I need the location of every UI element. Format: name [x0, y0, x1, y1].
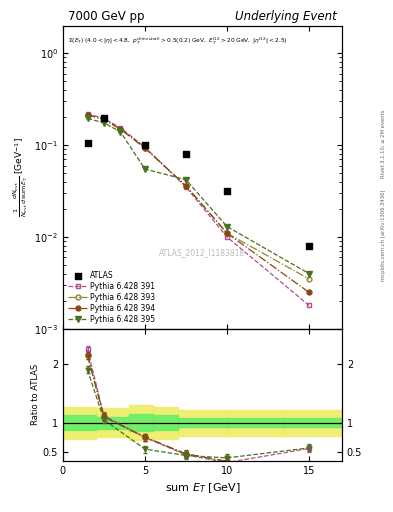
Pythia 6.428 395	[101, 120, 106, 126]
ATLAS	[224, 186, 230, 195]
Pythia 6.428 391	[143, 144, 147, 150]
Text: mcplots.cern.ch [arXiv:1306.3436]: mcplots.cern.ch [arXiv:1306.3436]	[381, 190, 386, 281]
Pythia 6.428 395	[307, 270, 311, 276]
Pythia 6.428 395	[143, 166, 147, 172]
Text: ATLAS_2012_I1183818: ATLAS_2012_I1183818	[159, 249, 246, 258]
Pythia 6.428 391	[101, 115, 106, 121]
Pythia 6.428 394	[101, 116, 106, 122]
Pythia 6.428 394	[85, 112, 90, 118]
Text: Underlying Event: Underlying Event	[235, 10, 336, 23]
Pythia 6.428 393	[307, 276, 311, 282]
Pythia 6.428 394	[225, 230, 230, 237]
Pythia 6.428 395	[225, 224, 230, 230]
Pythia 6.428 393	[184, 183, 188, 189]
Text: $\Sigma(E_T)\ (4.0<|\eta|<4.8,\ p_T^{ch(neutral)}>0.5(0.2)\ {\rm GeV},\ E_T^{l12: $\Sigma(E_T)\ (4.0<|\eta|<4.8,\ p_T^{ch(…	[68, 35, 288, 46]
Pythia 6.428 393	[143, 145, 147, 151]
Line: Pythia 6.428 395: Pythia 6.428 395	[85, 116, 312, 276]
Pythia 6.428 395	[118, 129, 123, 135]
ATLAS	[142, 141, 148, 149]
Text: Rivet 3.1.10, ≥ 2M events: Rivet 3.1.10, ≥ 2M events	[381, 109, 386, 178]
X-axis label: sum $E_T$ [GeV]: sum $E_T$ [GeV]	[165, 481, 240, 495]
Pythia 6.428 391	[184, 184, 188, 190]
Pythia 6.428 391	[118, 124, 123, 131]
Line: Pythia 6.428 394: Pythia 6.428 394	[85, 112, 312, 295]
Pythia 6.428 393	[225, 230, 230, 237]
Pythia 6.428 393	[85, 112, 90, 118]
Pythia 6.428 394	[118, 126, 123, 132]
Pythia 6.428 393	[118, 126, 123, 132]
Pythia 6.428 395	[85, 115, 90, 121]
Text: 7000 GeV pp: 7000 GeV pp	[68, 10, 145, 23]
Pythia 6.428 394	[184, 183, 188, 189]
Pythia 6.428 393	[101, 116, 106, 122]
Pythia 6.428 394	[143, 145, 147, 151]
Line: Pythia 6.428 391: Pythia 6.428 391	[85, 111, 312, 308]
Y-axis label: $\frac{1}{N_{\rm evt}}\frac{dN_{\rm evt}}{d\,{\rm sum}\,E_T}$ [GeV$^{-1}$]: $\frac{1}{N_{\rm evt}}\frac{dN_{\rm evt}…	[11, 137, 30, 217]
Pythia 6.428 395	[184, 177, 188, 183]
ATLAS	[84, 139, 91, 147]
Y-axis label: Ratio to ATLAS: Ratio to ATLAS	[31, 364, 40, 425]
ATLAS	[101, 114, 107, 122]
Pythia 6.428 391	[85, 111, 90, 117]
Pythia 6.428 391	[307, 303, 311, 309]
Line: Pythia 6.428 393: Pythia 6.428 393	[85, 112, 312, 282]
ATLAS	[183, 150, 189, 158]
Legend: ATLAS, Pythia 6.428 391, Pythia 6.428 393, Pythia 6.428 394, Pythia 6.428 395: ATLAS, Pythia 6.428 391, Pythia 6.428 39…	[67, 269, 157, 325]
ATLAS	[306, 242, 312, 250]
Pythia 6.428 391	[225, 234, 230, 240]
Pythia 6.428 394	[307, 289, 311, 295]
